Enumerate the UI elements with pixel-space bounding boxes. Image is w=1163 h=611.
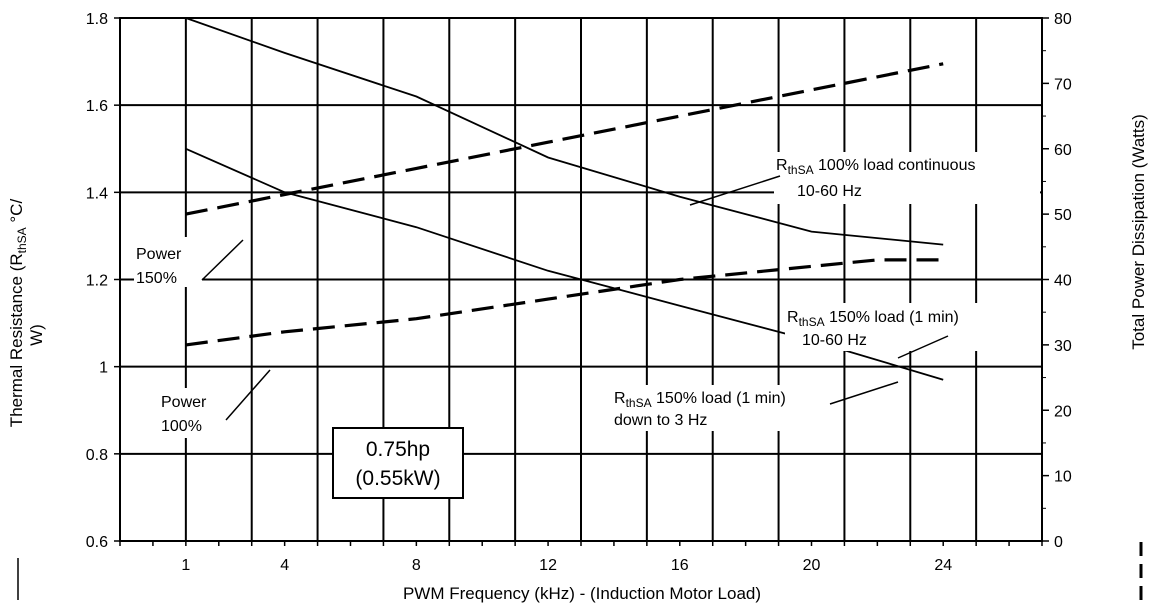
annotation-power-100: Power 100% <box>158 369 271 438</box>
rating-hp: 0.75hp <box>366 438 430 461</box>
power-100-line1: Power <box>161 394 207 411</box>
rth-100-leader <box>689 175 781 206</box>
x-axis-ticks: 1 4 8 12 16 20 24 <box>119 541 1043 574</box>
y-left-title-prefix: Thermal Resistance (R <box>7 253 26 427</box>
x-axis-title: PWM Frequency (kHz) - (Induction Motor L… <box>403 584 761 603</box>
rth-150-3hz-line2: down to 3 Hz <box>614 412 707 429</box>
y-left-tick-label: 0.8 <box>86 447 108 464</box>
y-left-tick-label: 1 <box>99 360 108 377</box>
x-tick-label: 8 <box>412 557 421 574</box>
y-left-title-line2: W) <box>27 324 46 346</box>
x-tick-label: 12 <box>539 557 557 574</box>
y-right-axis-title: Total Power Dissipation (Watts) <box>1129 114 1148 600</box>
series-line-1 <box>185 17 944 246</box>
rth-150-3hz-line1: RthSA 150% load (1 min) <box>614 390 786 410</box>
svg-text:Thermal Resistance (RthSA °C/: Thermal Resistance (RthSA °C/ <box>7 199 29 428</box>
rth-150-line2: 10-60 Hz <box>802 332 867 349</box>
rth-150-3hz-sub: thSA <box>626 396 652 410</box>
y-right-title-text: Total Power Dissipation (Watts) <box>1129 114 1148 350</box>
y-right-tick-label: 50 <box>1054 207 1072 224</box>
y-right-tick-label: 10 <box>1054 469 1072 486</box>
series-line-3 <box>185 62 944 216</box>
rth-150-line1: RthSA 150% load (1 min) <box>787 309 959 329</box>
rth-150-prefix: R <box>787 309 799 326</box>
y-left-tick-label: 1.6 <box>86 98 108 115</box>
y-left-title-suffix: °C/ <box>7 199 26 228</box>
annotation-power-150: Power 150% <box>134 237 244 287</box>
power-100-leader <box>225 369 271 421</box>
y-left-axis-ticks: 0.6 0.8 1 1.2 1.4 1.6 1.8 <box>86 11 120 551</box>
rth-150-sub: thSA <box>799 315 825 329</box>
power-100-line2: 100% <box>161 418 202 435</box>
y-left-title-sub: thSA <box>15 227 29 253</box>
annotation-rth-150: RthSA 150% load (1 min) 10-60 Hz <box>785 303 1021 359</box>
rth-150-rest: 150% load (1 min) <box>825 309 959 326</box>
rating-box: 0.75hp (0.55kW) <box>332 427 464 499</box>
y-left-tick-label: 1.2 <box>86 273 108 290</box>
rth-150-3hz-leader <box>829 381 899 405</box>
x-tick-label: 24 <box>934 557 952 574</box>
rth-100-rest: 100% load continuous <box>814 157 976 174</box>
x-tick-label: 20 <box>803 557 821 574</box>
y-right-axis-ticks: 0 10 20 30 40 50 60 70 80 <box>1042 11 1072 551</box>
power-150-leader <box>201 239 244 281</box>
y-right-tick-label: 0 <box>1054 534 1063 551</box>
y-right-tick-label: 20 <box>1054 403 1072 420</box>
rth-150-3hz-prefix: R <box>614 390 626 407</box>
series-layer <box>185 17 944 381</box>
power-150-line2: 150% <box>136 270 177 287</box>
annotation-rth-100: RthSA 100% load continuous 10-60 Hz <box>689 152 1040 206</box>
x-tick-label: 16 <box>671 557 689 574</box>
rth-100-line2: 10-60 Hz <box>797 183 862 200</box>
y-left-tick-label: 0.6 <box>86 534 108 551</box>
annotation-rth-150-3hz: RthSA 150% load (1 min) down to 3 Hz <box>612 381 899 431</box>
series-line-4 <box>185 258 944 347</box>
y-right-tick-label: 30 <box>1054 338 1072 355</box>
rth-100-sub: thSA <box>788 163 814 177</box>
y-left-axis-title: Thermal Resistance (RthSA °C/ W) <box>7 199 46 600</box>
rth-150-leader <box>897 335 949 359</box>
y-right-tick-label: 80 <box>1054 11 1072 28</box>
rth-100-prefix: R <box>776 157 788 174</box>
x-tick-label: 4 <box>280 557 289 574</box>
y-left-tick-label: 1.4 <box>86 185 108 202</box>
y-right-tick-label: 60 <box>1054 142 1072 159</box>
y-right-tick-label: 40 <box>1054 273 1072 290</box>
x-tick-label: 1 <box>181 557 190 574</box>
power-150-line1: Power <box>136 246 182 263</box>
y-right-tick-label: 70 <box>1054 76 1072 93</box>
rth-150-3hz-rest: 150% load (1 min) <box>652 390 786 407</box>
y-left-tick-label: 1.8 <box>86 11 108 28</box>
rating-kw: (0.55kW) <box>355 467 440 490</box>
rth-100-line1: RthSA 100% load continuous <box>776 157 975 177</box>
